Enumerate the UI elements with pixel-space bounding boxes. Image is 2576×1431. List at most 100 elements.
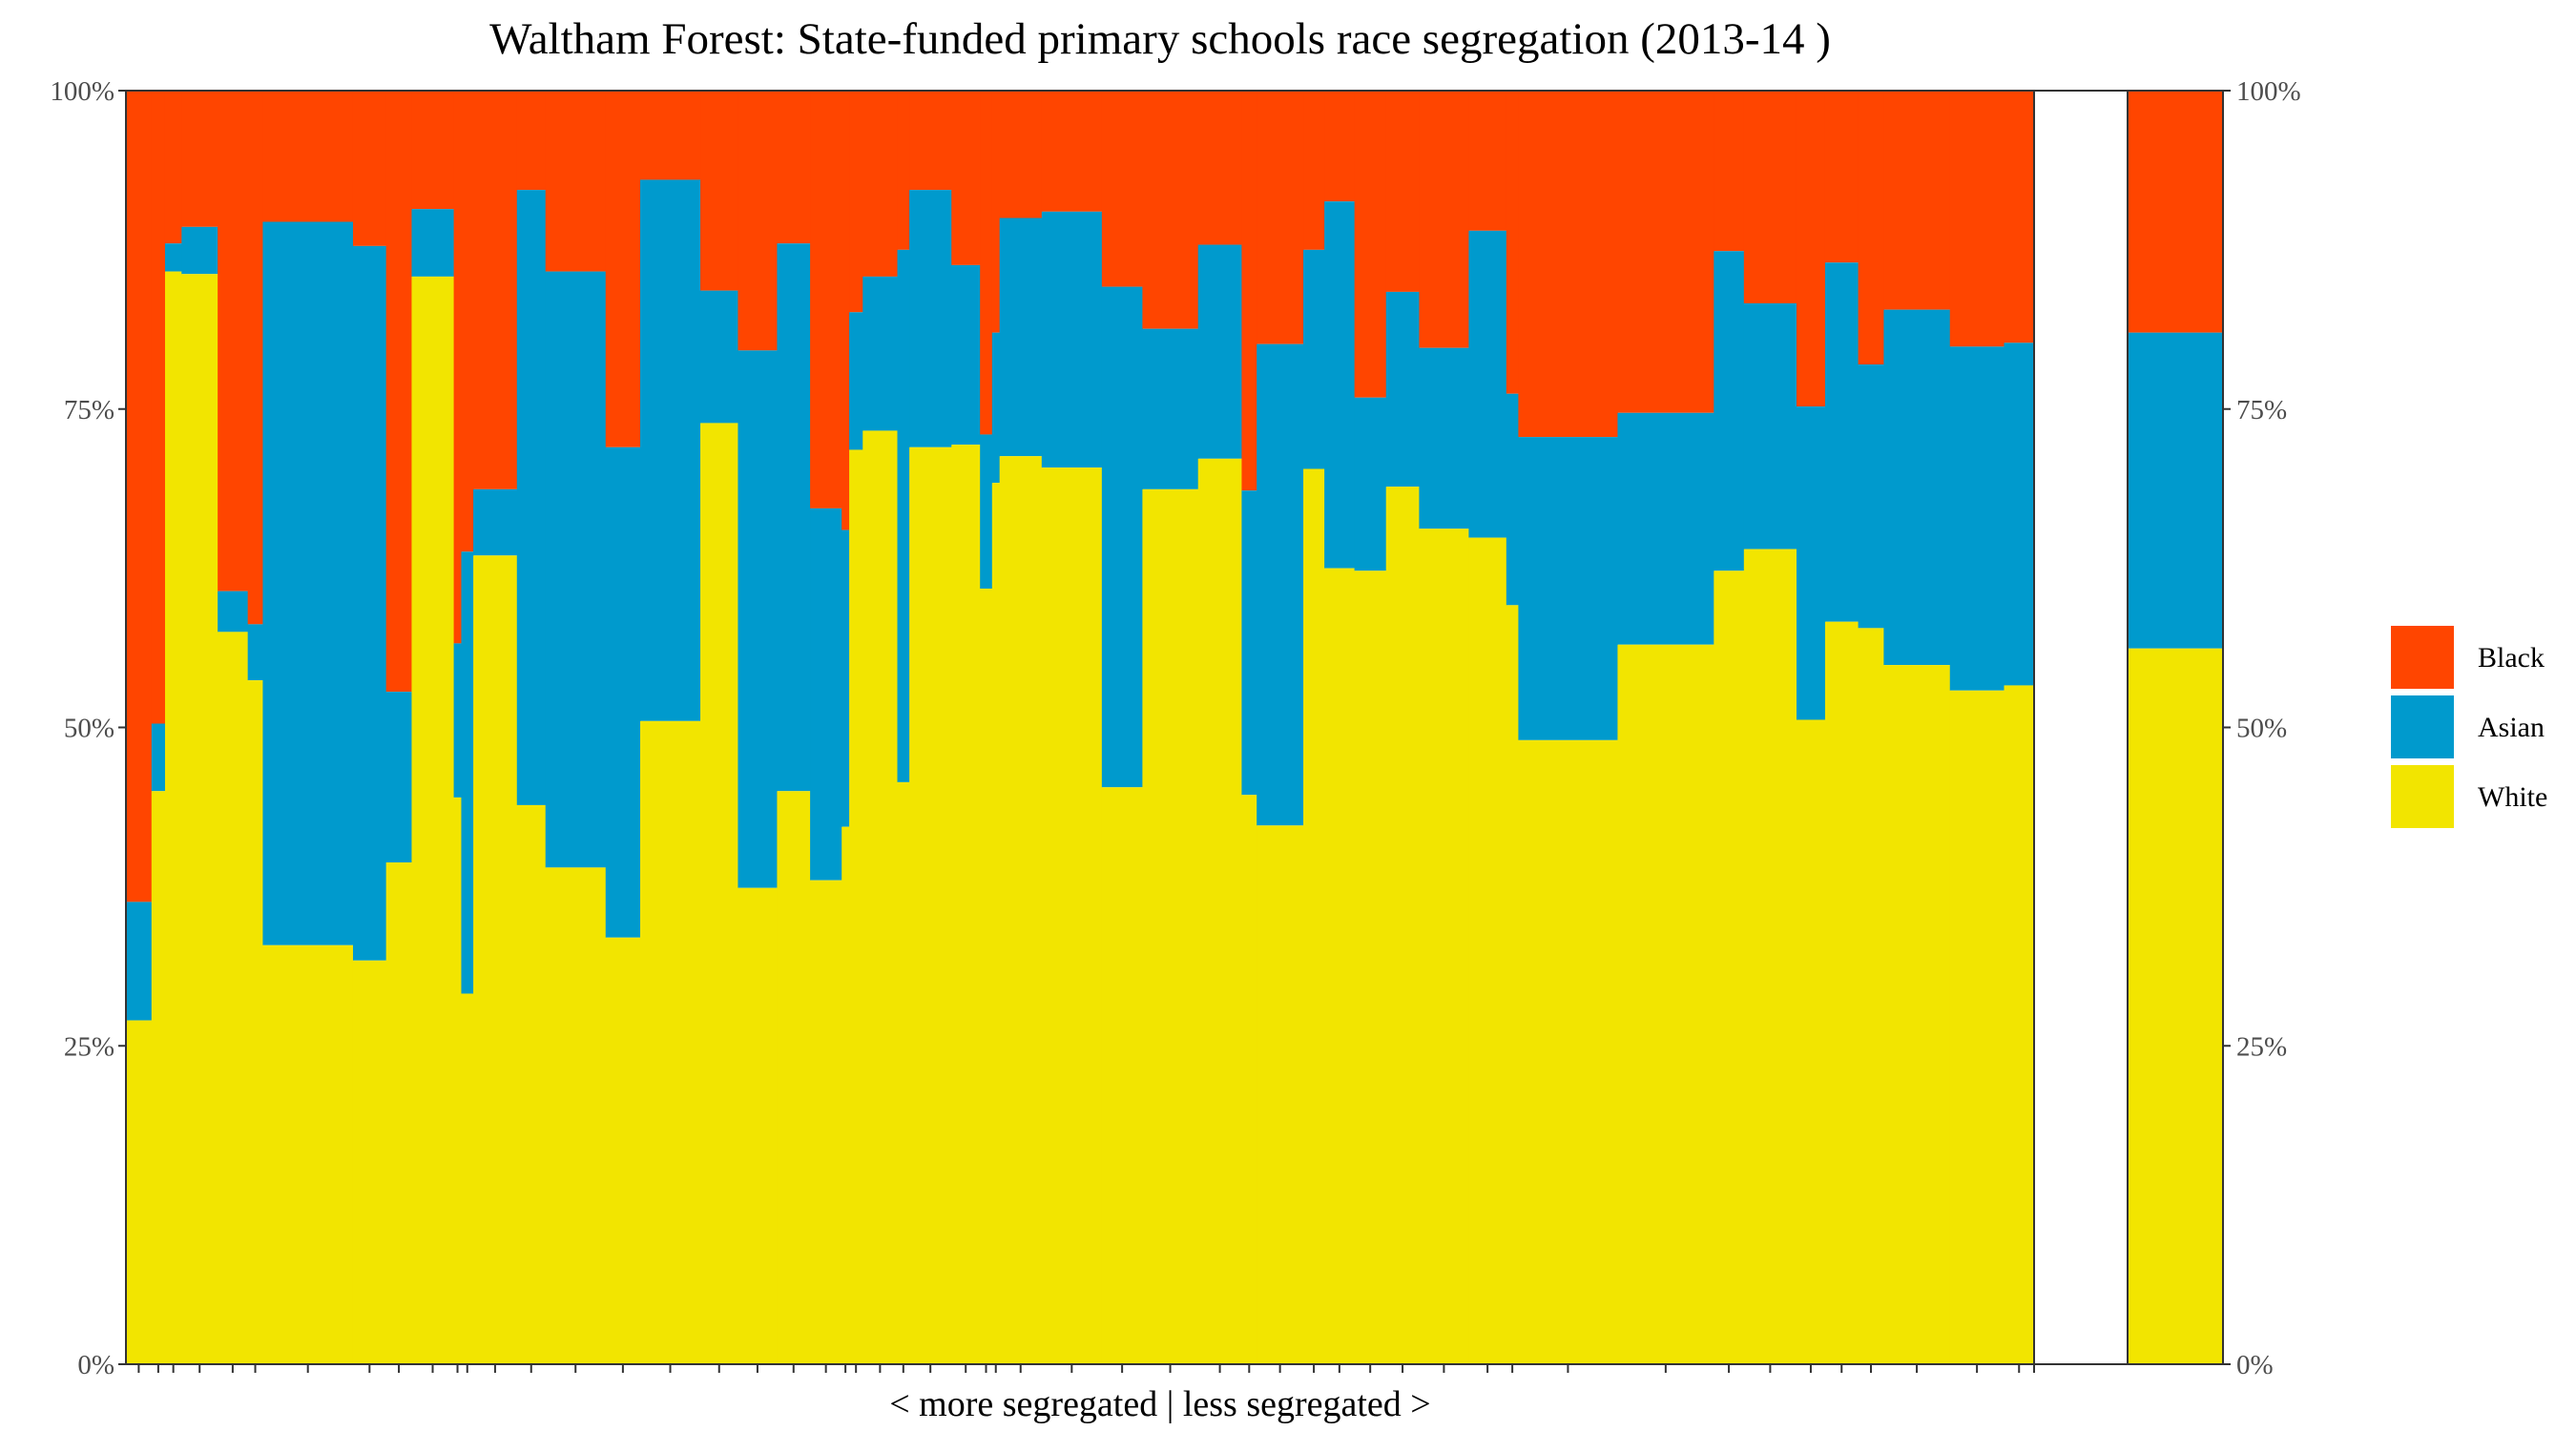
bar-segment-asian bbox=[1468, 230, 1507, 538]
bar-segment-black bbox=[1949, 91, 2005, 347]
bar-segment-white bbox=[991, 483, 1001, 1364]
overall-segment-black bbox=[2128, 91, 2223, 333]
bar-segment-black bbox=[218, 91, 249, 591]
school-bar bbox=[862, 91, 899, 1364]
bar-segment-white bbox=[1506, 605, 1520, 1364]
legend-swatch-black bbox=[2389, 624, 2456, 691]
bar-segment-black bbox=[1385, 91, 1420, 292]
bar-segment-black bbox=[1714, 91, 1745, 252]
bar-segment-asian bbox=[181, 226, 218, 275]
bar-segment-asian bbox=[1142, 328, 1199, 489]
school-bar bbox=[1743, 91, 1797, 1364]
bar-segment-white bbox=[1883, 665, 1951, 1364]
bar-segment-white bbox=[1743, 549, 1797, 1364]
bar-segment-black bbox=[1041, 91, 1103, 212]
bar-segment-black bbox=[1506, 91, 1520, 394]
bar-segment-asian bbox=[1858, 364, 1884, 629]
school-bar bbox=[1303, 91, 1325, 1364]
bar-segment-black bbox=[810, 91, 842, 508]
chart-legend: Black Asian White bbox=[2389, 624, 2547, 830]
bar-segment-black bbox=[991, 91, 1001, 333]
school-bar bbox=[461, 91, 474, 1364]
bar-segment-white bbox=[453, 797, 463, 1364]
bar-segment-black bbox=[461, 91, 474, 552]
bar-segment-white bbox=[181, 274, 218, 1364]
school-bar bbox=[999, 91, 1043, 1364]
bar-segment-white bbox=[218, 632, 249, 1364]
y-tick-label-right: 100% bbox=[2236, 76, 2301, 107]
bar-segment-black bbox=[980, 91, 993, 435]
bar-segment-white bbox=[951, 445, 981, 1364]
bar-segment-black bbox=[605, 91, 641, 447]
bar-segment-black bbox=[1743, 91, 1797, 303]
school-bar bbox=[897, 91, 910, 1364]
school-bar bbox=[1714, 91, 1745, 1364]
school-bar bbox=[453, 91, 463, 1364]
bar-segment-white bbox=[473, 555, 518, 1364]
school-bar bbox=[1796, 91, 1826, 1364]
bar-segment-black bbox=[352, 91, 387, 246]
bar-segment-white bbox=[461, 993, 474, 1364]
school-bar bbox=[1824, 91, 1859, 1364]
bar-segment-asian bbox=[262, 221, 354, 945]
school-bar bbox=[218, 91, 249, 1364]
school-bar bbox=[385, 91, 413, 1364]
bar-segment-black bbox=[385, 91, 413, 693]
school-bar bbox=[810, 91, 842, 1364]
bar-segment-asian bbox=[1257, 343, 1304, 826]
bar-segment-white bbox=[1617, 644, 1714, 1364]
bar-segment-asian bbox=[1796, 406, 1826, 720]
bar-segment-asian bbox=[640, 179, 701, 721]
bar-segment-white bbox=[1257, 825, 1304, 1364]
bar-segment-asian bbox=[700, 290, 739, 424]
bar-segment-asian bbox=[897, 249, 910, 782]
bar-segment-black bbox=[164, 91, 182, 244]
school-bar bbox=[1883, 91, 1951, 1364]
bar-segment-white bbox=[980, 588, 993, 1364]
bar-segment-black bbox=[411, 91, 455, 210]
bar-segment-asian bbox=[1197, 244, 1243, 459]
school-bar bbox=[1324, 91, 1356, 1364]
bar-segment-black bbox=[1303, 91, 1325, 250]
bar-segment-black bbox=[262, 91, 354, 222]
bar-segment-black bbox=[862, 91, 899, 277]
bar-segment-asian bbox=[1617, 412, 1714, 645]
bar-segment-black bbox=[951, 91, 981, 265]
bar-segment-black bbox=[1197, 91, 1243, 245]
bar-segment-white bbox=[545, 867, 607, 1364]
bar-segment-white bbox=[1714, 570, 1745, 1364]
y-tick-label: 75% bbox=[64, 395, 114, 425]
school-bar bbox=[1385, 91, 1420, 1364]
bar-segment-white bbox=[700, 423, 739, 1364]
bar-segment-black bbox=[151, 91, 166, 724]
bar-segment-white bbox=[411, 276, 455, 1364]
legend-label-black: Black bbox=[2478, 642, 2545, 674]
bar-segment-black bbox=[1101, 91, 1144, 287]
school-bar bbox=[151, 91, 166, 1364]
school-bar bbox=[1142, 91, 1199, 1364]
x-axis-label: < more segregated | less segregated > bbox=[889, 1384, 1430, 1424]
bar-segment-white bbox=[605, 937, 641, 1364]
bar-segment-asian bbox=[810, 508, 842, 881]
y-tick-label: 0% bbox=[77, 1350, 114, 1380]
y-tick-label: 25% bbox=[64, 1031, 114, 1062]
bar-segment-asian bbox=[1303, 249, 1325, 469]
school-bar bbox=[980, 91, 993, 1364]
bar-segment-white bbox=[1303, 468, 1325, 1364]
bar-segment-asian bbox=[1883, 309, 1951, 666]
bar-segment-white bbox=[999, 456, 1043, 1364]
bar-segment-white bbox=[1101, 787, 1144, 1364]
bar-segment-asian bbox=[461, 551, 474, 994]
bar-segment-asian bbox=[777, 243, 811, 792]
bar-segment-white bbox=[352, 960, 387, 1364]
bar-segment-white bbox=[1385, 487, 1420, 1364]
bar-segment-white bbox=[1354, 570, 1387, 1364]
school-bar bbox=[1858, 91, 1884, 1364]
bar-segment-black bbox=[1142, 91, 1199, 329]
school-bar bbox=[2004, 91, 2035, 1364]
school-bar bbox=[1468, 91, 1507, 1364]
school-bar bbox=[411, 91, 455, 1364]
bar-segment-white bbox=[810, 880, 842, 1364]
bar-segment-white bbox=[516, 804, 547, 1364]
bar-segment-black bbox=[1257, 91, 1304, 344]
